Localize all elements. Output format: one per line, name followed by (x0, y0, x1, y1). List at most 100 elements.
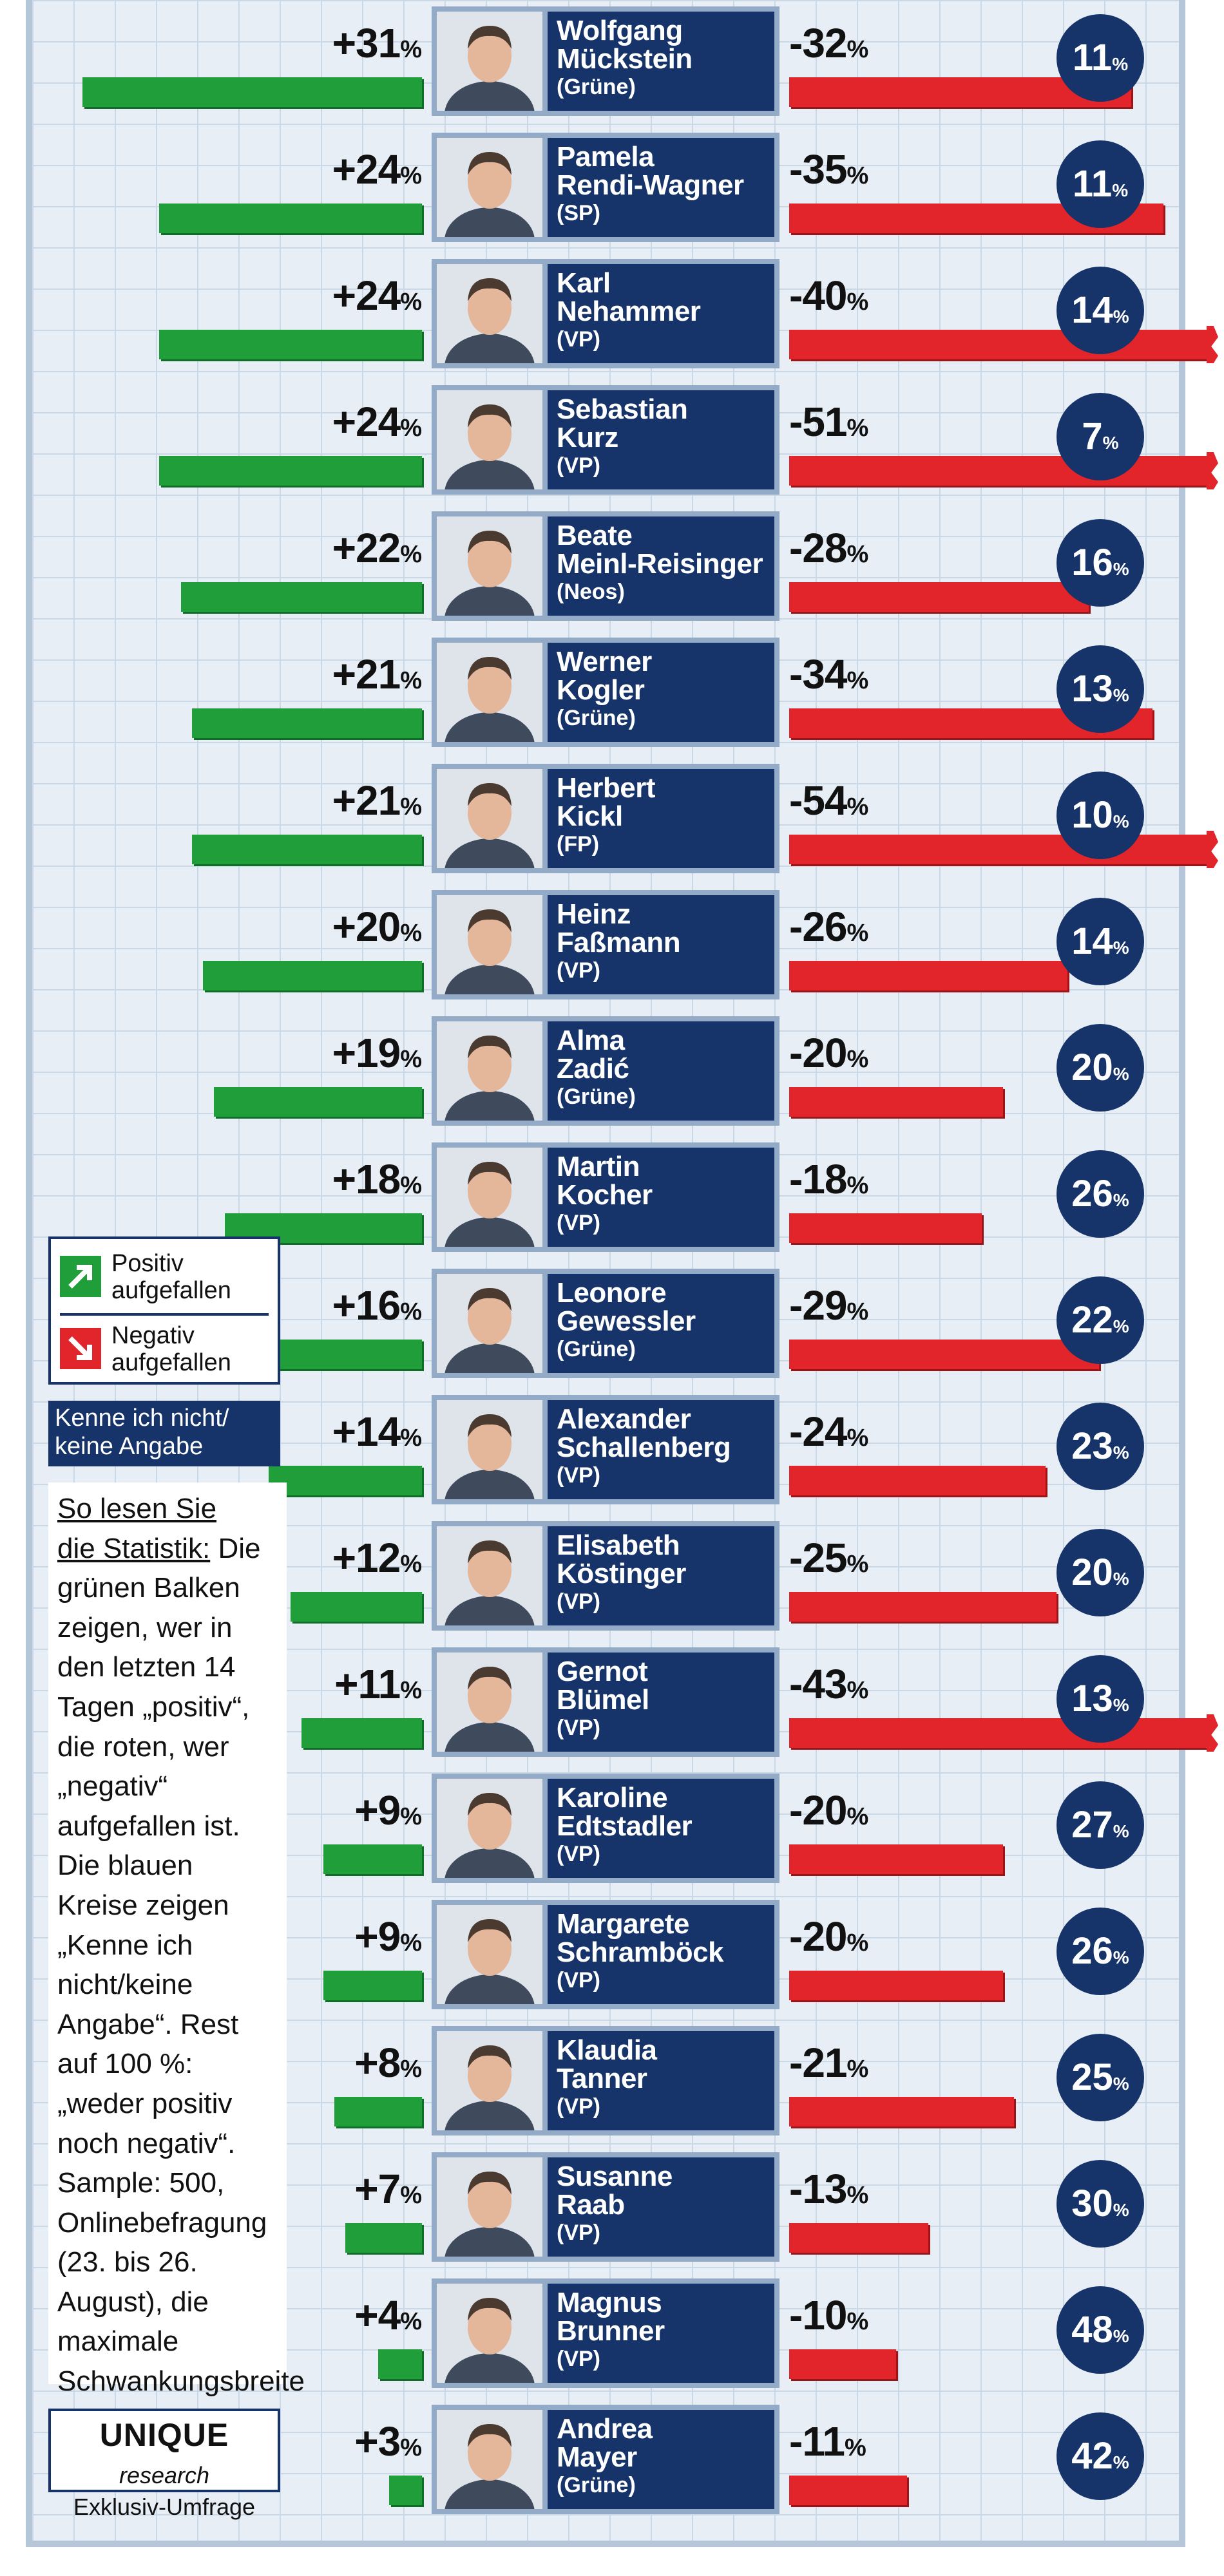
name-label: Alma Zadić (Grüne) (548, 1016, 779, 1126)
portrait-icon (437, 1400, 542, 1499)
portrait (432, 890, 548, 999)
unknown-circle: 22% (1057, 1276, 1144, 1364)
portrait-icon (437, 769, 542, 868)
unknown-circle: 27% (1057, 1781, 1144, 1869)
name-label: Wolfgang Mückstein (Grüne) (548, 6, 779, 116)
portrait (432, 1900, 548, 2009)
name-label: Beate Meinl-Reisinger (Neos) (548, 511, 779, 621)
name-label: Margarete Schramböck (VP) (548, 1900, 779, 2009)
negative-bar (789, 2223, 928, 2253)
truncation-mark (1207, 452, 1218, 489)
unknown-circle: 26% (1057, 1150, 1144, 1238)
person-row: +18% Martin Kocher (VP) -18% 26% (0, 1137, 1224, 1264)
portrait (432, 511, 548, 621)
portrait (432, 1016, 548, 1126)
positive-bar (334, 2097, 422, 2126)
positive-bar (323, 1971, 422, 2000)
negative-bar (789, 1844, 1003, 1874)
first-name: Margarete (557, 1908, 689, 1940)
brand-logo: UNIQUE research Exklusiv-Umfrage (48, 2409, 280, 2520)
portrait (432, 259, 548, 368)
negative-value: -43% (789, 1661, 869, 1707)
unknown-circle: 30% (1057, 2160, 1144, 2248)
unknown-circle: 13% (1057, 645, 1144, 733)
portrait (432, 2026, 548, 2136)
truncation-mark (1207, 1714, 1218, 1752)
positive-value: +21% (332, 651, 422, 697)
portrait-icon (437, 12, 542, 111)
name-label: Pamela Rendi-Wagner (SP) (548, 133, 779, 242)
positive-value: +19% (332, 1030, 422, 1076)
positive-value: +18% (332, 1156, 422, 1202)
first-name: Klaudia (557, 2034, 657, 2066)
negative-value: -40% (789, 272, 869, 319)
last-name: Schramböck (557, 1937, 724, 1968)
last-name: Kocher (557, 1179, 653, 1211)
first-name: Alexander (557, 1403, 691, 1435)
name-label: Sebastian Kurz (VP) (548, 385, 779, 495)
positive-bar (159, 330, 422, 359)
positive-bar (269, 1466, 422, 1495)
last-name: Rendi-Wagner (557, 169, 744, 201)
party: (Neos) (557, 580, 625, 604)
unknown-circle: 14% (1057, 267, 1144, 354)
party: (Grüne) (557, 706, 636, 730)
unknown-circle: 16% (1057, 519, 1144, 607)
portrait-icon (437, 516, 542, 616)
first-name: Beate (557, 520, 633, 551)
positive-bar (323, 1844, 422, 1874)
negative-bar (789, 961, 1067, 990)
person-row: +24% Pamela Rendi-Wagner (SP) -35% 11% (0, 128, 1224, 254)
party: (VP) (557, 1968, 600, 1993)
first-name: Magnus (557, 2287, 662, 2318)
positive-bar (82, 77, 422, 107)
unknown-circle: 7% (1057, 393, 1144, 480)
party: (VP) (557, 1463, 600, 1488)
positive-bar (192, 708, 422, 738)
last-name: Zadić (557, 1053, 629, 1084)
person-row: +21% Werner Kogler (Grüne) -34% 13% (0, 632, 1224, 759)
positive-value: +9% (354, 1787, 422, 1833)
negative-value: -32% (789, 20, 869, 66)
name-label: Herbert Kickl (FP) (548, 764, 779, 873)
person-row: +31% Wolfgang Mückstein (Grüne) -32% 11% (0, 1, 1224, 128)
party: (VP) (557, 327, 600, 352)
negative-bar (789, 1213, 982, 1243)
negative-bar (789, 2349, 896, 2379)
positive-value: +12% (332, 1535, 422, 1581)
negative-bar (789, 582, 1089, 612)
positive-value: +24% (332, 146, 422, 193)
positive-value: +8% (354, 2040, 422, 2086)
unknown-circle: 48% (1057, 2286, 1144, 2374)
legend-unknown: Kenne ich nicht/keine Angabe (48, 1401, 280, 1466)
negative-value: -24% (789, 1408, 869, 1455)
negative-bar (789, 835, 1208, 864)
name-label: Heinz Faßmann (VP) (548, 890, 779, 999)
portrait-icon (437, 390, 542, 489)
positive-bar (378, 2349, 422, 2379)
person-row: +7% Susanne Raab (VP) -13% 30% (0, 2147, 1224, 2273)
portrait (432, 1142, 548, 1252)
portrait-icon (437, 1274, 542, 1373)
negative-value: -51% (789, 399, 869, 445)
person-row: +12% Elisabeth Köstinger (VP) -25% 20% (0, 1516, 1224, 1642)
party: (VP) (557, 2347, 600, 2371)
portrait-icon (437, 264, 542, 363)
last-name: Brunner (557, 2315, 665, 2347)
person-row: +21% Herbert Kickl (FP) -54% 10% (0, 759, 1224, 885)
unknown-circle: 42% (1057, 2412, 1144, 2500)
truncation-mark (1207, 326, 1218, 363)
name-label: Leonore Gewessler (Grüne) (548, 1269, 779, 1378)
negative-bar (789, 2476, 907, 2505)
portrait-icon (437, 138, 542, 237)
negative-value: -11% (789, 2418, 866, 2465)
party: (Grüne) (557, 75, 636, 99)
negative-bar (789, 456, 1208, 486)
person-row: +9% Karoline Edtstadler (VP) -20% 27% (0, 1768, 1224, 1895)
last-name: Edtstadler (557, 1810, 693, 1842)
negative-bar (789, 1466, 1046, 1495)
first-name: Leonore (557, 1277, 667, 1309)
portrait (432, 638, 548, 747)
party: (Grüne) (557, 1337, 636, 1361)
person-row: +14% Alexander Schallenberg (VP) -24% 23% (0, 1390, 1224, 1516)
